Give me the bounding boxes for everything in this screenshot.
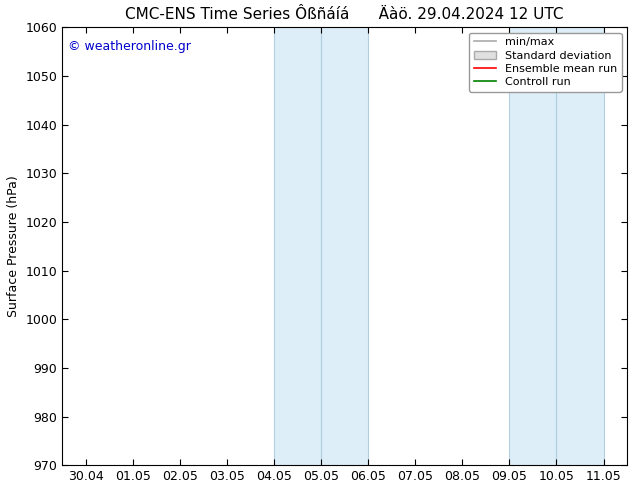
- Bar: [557, 27, 604, 465]
- Bar: [274, 27, 321, 465]
- Bar: [321, 27, 368, 465]
- Y-axis label: Surface Pressure (hPa): Surface Pressure (hPa): [7, 175, 20, 317]
- Title: CMC-ENS Time Series Ôßñáíá      Äàö. 29.04.2024 12 UTC: CMC-ENS Time Series Ôßñáíá Äàö. 29.04.20…: [126, 7, 564, 22]
- Legend: min/max, Standard deviation, Ensemble mean run, Controll run: min/max, Standard deviation, Ensemble me…: [469, 33, 621, 92]
- Text: © weatheronline.gr: © weatheronline.gr: [68, 40, 191, 53]
- Bar: [509, 27, 557, 465]
